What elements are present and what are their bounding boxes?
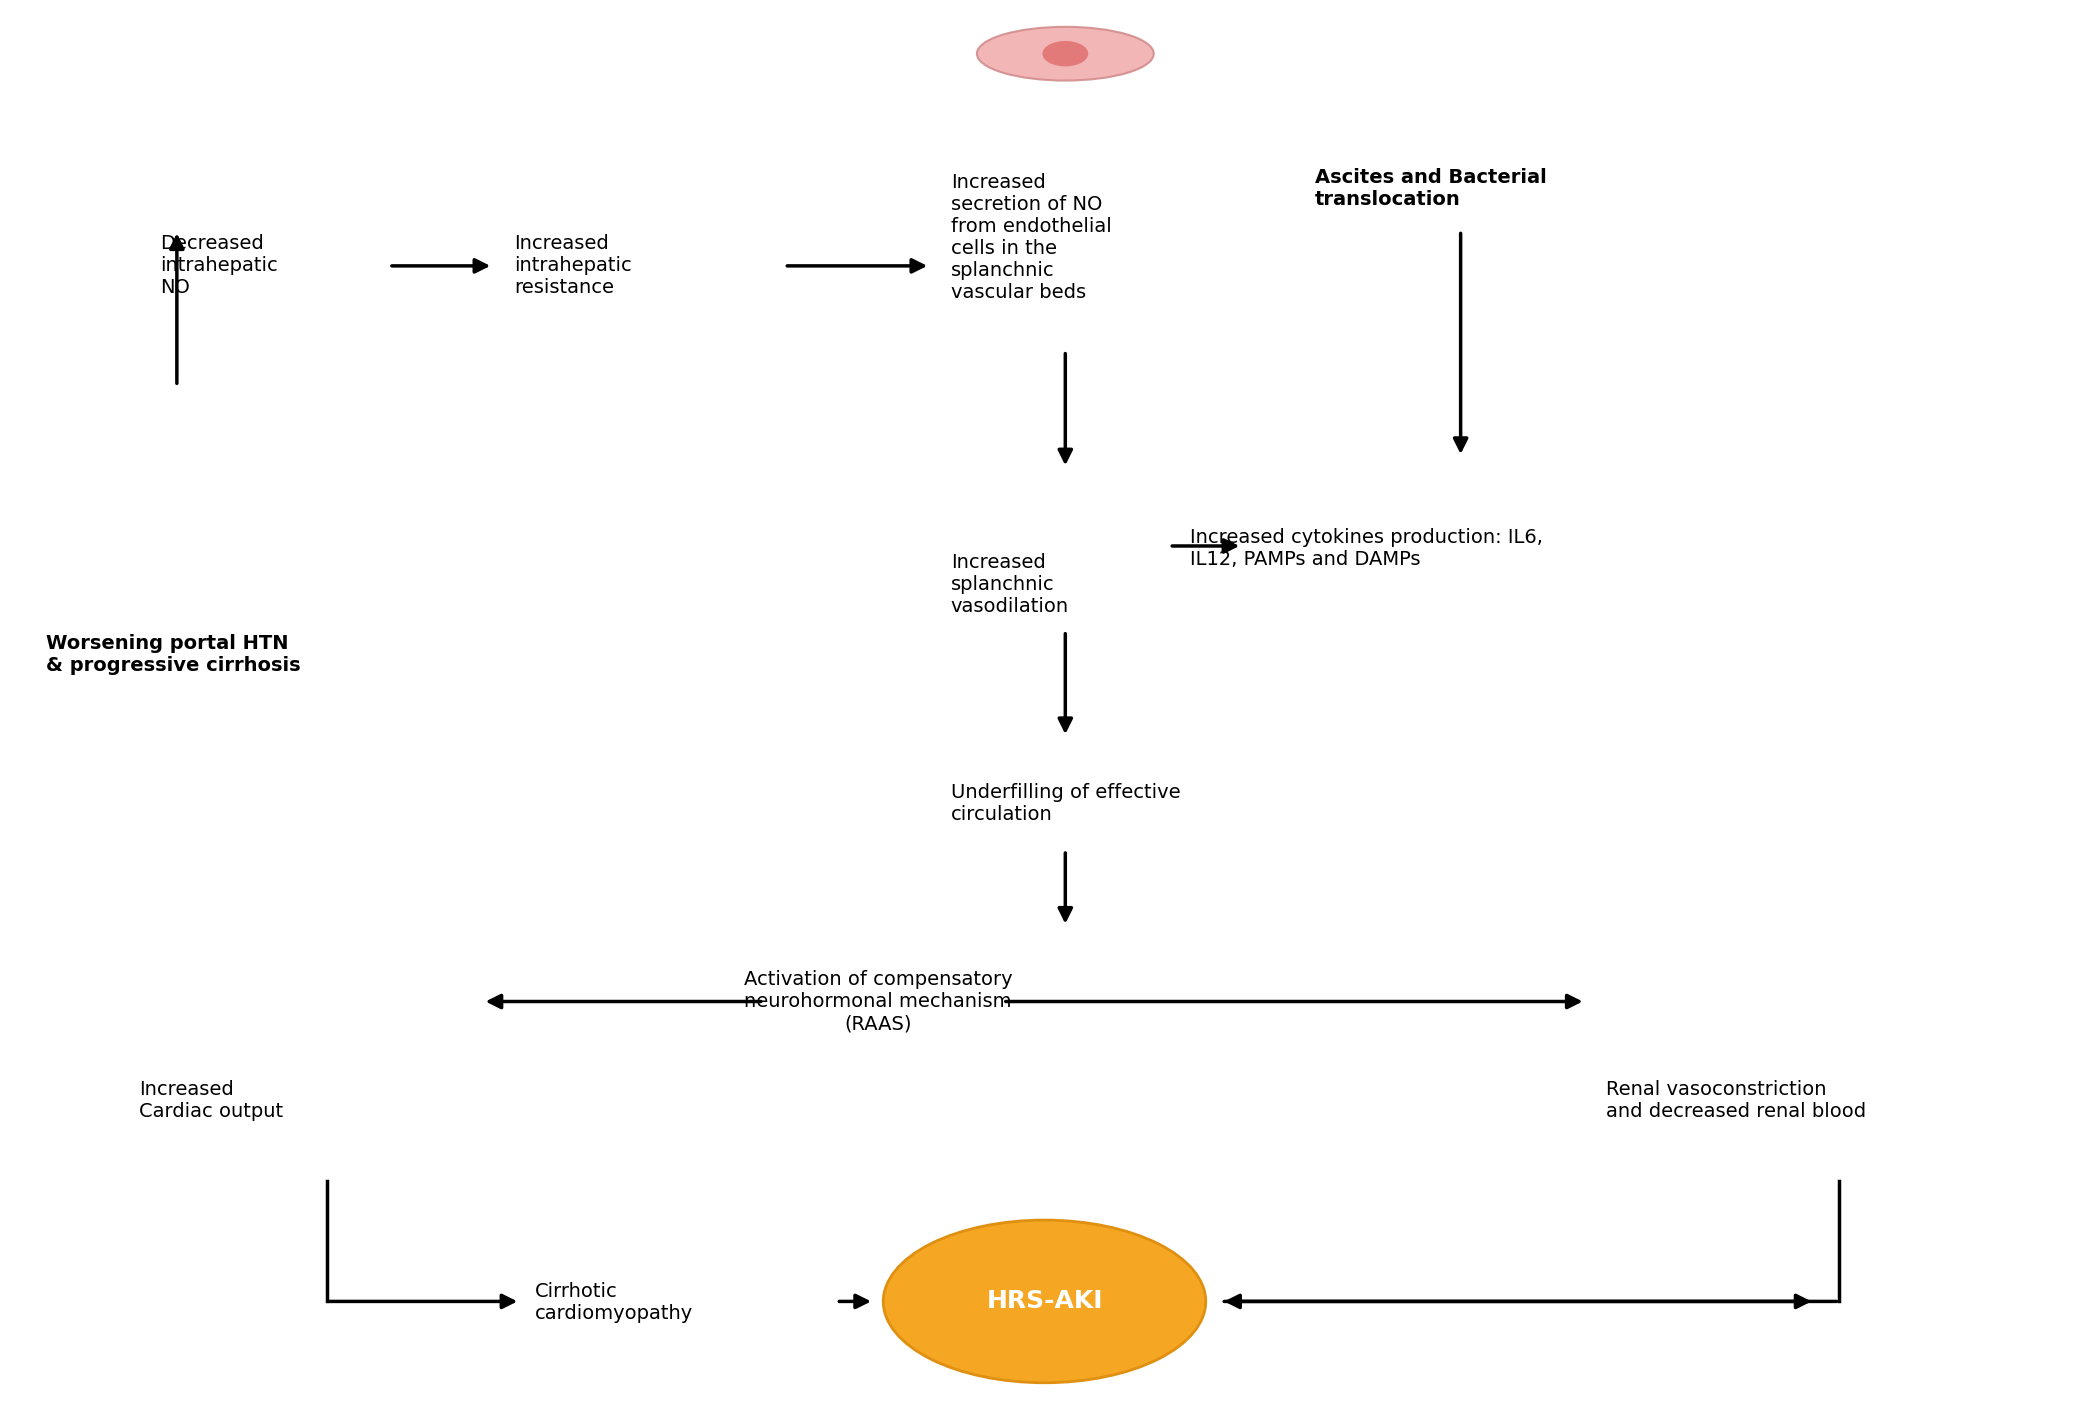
Ellipse shape xyxy=(978,27,1153,81)
Text: Cirrhotic
cardiomyopathy: Cirrhotic cardiomyopathy xyxy=(535,1282,694,1323)
Text: Increased cytokines production: IL6,
IL12, PAMPs and DAMPs: Increased cytokines production: IL6, IL1… xyxy=(1191,528,1544,569)
Text: Renal vasoconstriction
and decreased renal blood: Renal vasoconstriction and decreased ren… xyxy=(1606,1080,1865,1121)
Text: Underfilling of effective
circulation: Underfilling of effective circulation xyxy=(950,783,1180,824)
Ellipse shape xyxy=(884,1220,1205,1383)
Text: Increased
Cardiac output: Increased Cardiac output xyxy=(140,1080,284,1121)
Text: HRS-AKI: HRS-AKI xyxy=(986,1289,1103,1313)
Text: Worsening portal HTN
& progressive cirrhosis: Worsening portal HTN & progressive cirrh… xyxy=(46,635,301,676)
Text: Increased
intrahepatic
resistance: Increased intrahepatic resistance xyxy=(514,235,631,297)
Text: Increased
secretion of NO
from endothelial
cells in the
splanchnic
vascular beds: Increased secretion of NO from endotheli… xyxy=(950,174,1111,302)
Text: Activation of compensatory
neurohormonal mechanism
(RAAS): Activation of compensatory neurohormonal… xyxy=(744,970,1013,1033)
Text: Decreased
intrahepatic
NO: Decreased intrahepatic NO xyxy=(161,235,278,297)
Text: Increased
splanchnic
vasodilation: Increased splanchnic vasodilation xyxy=(950,552,1070,616)
Ellipse shape xyxy=(1042,41,1088,67)
Text: Ascites and Bacterial
translocation: Ascites and Bacterial translocation xyxy=(1314,168,1546,209)
